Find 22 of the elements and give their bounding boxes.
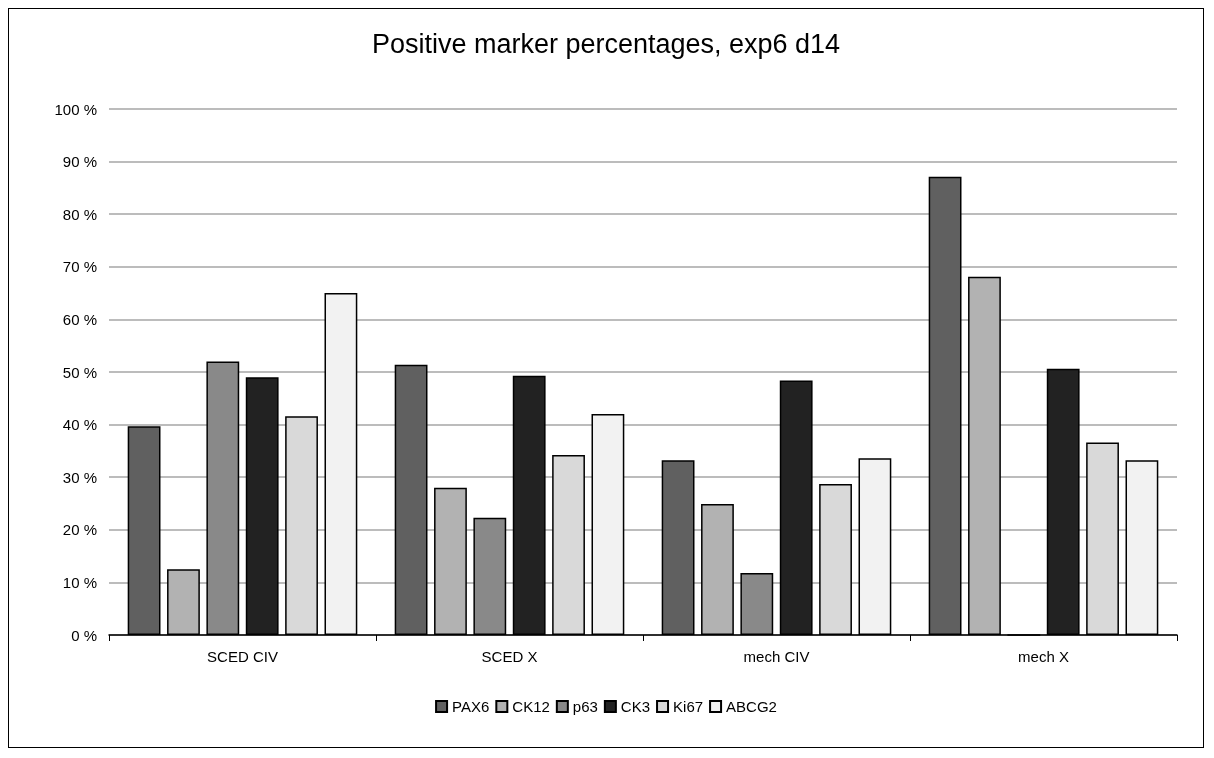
y-tick-label: 70 % xyxy=(62,258,97,276)
y-tick-label: 60 % xyxy=(62,310,97,328)
y-tick-label: 80 % xyxy=(62,205,97,223)
legend-label: CK3 xyxy=(620,698,651,715)
x-tick-label: SCED CIV xyxy=(207,648,278,665)
x-tick-label: mech CIV xyxy=(743,648,810,665)
x-tick-label: SCED X xyxy=(481,648,538,665)
chart-title: Positive marker percentages, exp6 d14 xyxy=(371,28,841,59)
legend-label: Ki67 xyxy=(673,698,704,715)
y-tick-label: 20 % xyxy=(62,521,97,539)
legend-label: ABCG2 xyxy=(726,698,777,715)
y-tick-label: 100 % xyxy=(54,100,97,118)
x-tick-label: mech X xyxy=(1018,648,1069,665)
y-tick-label: 90 % xyxy=(62,153,97,171)
legend-label: p63 xyxy=(572,698,598,715)
y-tick-label: 30 % xyxy=(62,468,97,486)
y-tick-label: 0 % xyxy=(71,626,97,644)
legend-label: CK12 xyxy=(512,698,550,715)
y-tick-label: 50 % xyxy=(62,363,97,381)
y-tick-label: 10 % xyxy=(62,573,97,591)
legend-label: PAX6 xyxy=(452,698,490,715)
y-tick-label: 40 % xyxy=(62,416,97,434)
